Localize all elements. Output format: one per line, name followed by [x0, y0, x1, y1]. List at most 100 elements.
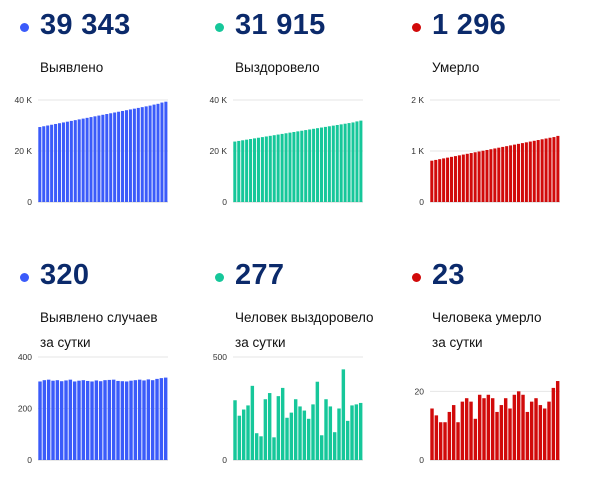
- y-tick-label: 20 K: [15, 146, 33, 156]
- bar: [516, 143, 521, 202]
- daily-detected-label: Выявлено случаев за сутки: [40, 305, 215, 355]
- bar: [538, 405, 543, 460]
- bar: [293, 399, 298, 460]
- bar: [477, 151, 481, 202]
- bar: [453, 156, 457, 202]
- bar: [146, 379, 151, 460]
- bar: [513, 144, 517, 202]
- bar: [284, 133, 288, 202]
- bar: [343, 123, 347, 202]
- bar: [521, 394, 525, 460]
- bar: [544, 138, 548, 202]
- bar: [430, 408, 434, 460]
- bar: [267, 393, 272, 460]
- deaths-value: 1 296: [432, 9, 507, 41]
- bar: [501, 146, 505, 202]
- bar: [152, 104, 156, 202]
- label-line: за сутки: [432, 335, 483, 350]
- bar: [461, 154, 465, 202]
- x-start-label: 30 ОКТЯБРЯ: [200, 467, 252, 468]
- bar: [331, 125, 335, 202]
- bar: [280, 133, 284, 202]
- legend-dot-icon: [215, 23, 224, 32]
- bar: [304, 130, 308, 202]
- bar: [473, 152, 477, 202]
- bar: [434, 159, 438, 202]
- bar: [449, 156, 454, 202]
- bar: [442, 158, 446, 202]
- bar: [68, 379, 73, 460]
- bar: [113, 112, 117, 202]
- bar: [156, 103, 160, 202]
- bar: [94, 380, 99, 460]
- bar: [460, 401, 465, 460]
- bar: [451, 405, 456, 460]
- bar: [288, 132, 292, 202]
- y-tick-label: 400: [18, 352, 32, 362]
- bar: [107, 379, 112, 460]
- bar: [430, 160, 434, 202]
- bar: [308, 129, 312, 202]
- bar: [540, 139, 544, 202]
- bar: [324, 399, 328, 460]
- bar: [116, 380, 120, 460]
- bar: [469, 153, 473, 202]
- daily-recovered-label: Человек выздоровело за сутки: [235, 305, 410, 355]
- bar: [465, 153, 469, 202]
- bar: [512, 394, 517, 460]
- bar: [323, 126, 327, 202]
- bar: [64, 380, 68, 460]
- bar: [256, 137, 260, 202]
- bar: [285, 417, 289, 460]
- bar: [298, 406, 302, 460]
- x-start-label: 30 ОКТЯБРЯ: [5, 467, 57, 468]
- bar: [246, 405, 250, 460]
- bar: [136, 107, 140, 202]
- bar: [469, 401, 473, 460]
- bar: [77, 380, 81, 460]
- y-tick-label: 500: [213, 352, 227, 362]
- y-tick-label: 0: [222, 455, 227, 465]
- bar: [148, 105, 152, 202]
- bar: [69, 120, 73, 202]
- bar: [447, 411, 452, 460]
- bar: [486, 394, 491, 460]
- bar: [50, 124, 54, 202]
- y-tick-label: 0: [419, 455, 424, 465]
- bar: [300, 130, 304, 202]
- detected-chart: 40 K 20 K 0 29 ОКТЯБРЯ 28 НОЯБРЯ: [5, 95, 173, 211]
- bar: [128, 109, 132, 202]
- x-end-label: 28 НОЯБРЯ: [517, 209, 565, 211]
- bar: [280, 387, 285, 460]
- legend-dot-icon: [20, 273, 29, 282]
- deaths-chart: 2 K 1 K 0 29 ОКТЯБРЯ 28 НОЯБРЯ: [397, 95, 565, 211]
- x-end-label: 28 НОЯБРЯ: [517, 467, 565, 468]
- bar: [328, 406, 333, 460]
- x-end-label: 28 НОЯБРЯ: [125, 467, 173, 468]
- bar: [81, 380, 86, 460]
- recovered-chart: 40 K 20 K 0 29 ОКТЯБРЯ 28 НОЯБРЯ: [200, 95, 368, 211]
- bar: [105, 114, 109, 202]
- bar: [457, 155, 461, 202]
- bar: [302, 410, 307, 460]
- label-line: Выздоровело: [235, 60, 320, 75]
- bar: [312, 128, 316, 202]
- bar: [38, 127, 42, 202]
- bar: [73, 120, 77, 202]
- bar: [117, 111, 121, 202]
- x-end-label: 28 НОЯБРЯ: [125, 209, 173, 211]
- bar: [150, 380, 155, 460]
- bar: [276, 134, 280, 202]
- bar: [319, 435, 324, 460]
- bar: [129, 380, 133, 460]
- bar: [90, 381, 94, 460]
- bar: [241, 409, 246, 460]
- bar: [111, 379, 116, 460]
- bar: [332, 432, 337, 460]
- bar: [315, 381, 320, 460]
- bar: [524, 142, 528, 202]
- bar: [296, 131, 300, 202]
- bar: [93, 116, 97, 202]
- bar: [499, 405, 504, 460]
- bar: [264, 136, 268, 202]
